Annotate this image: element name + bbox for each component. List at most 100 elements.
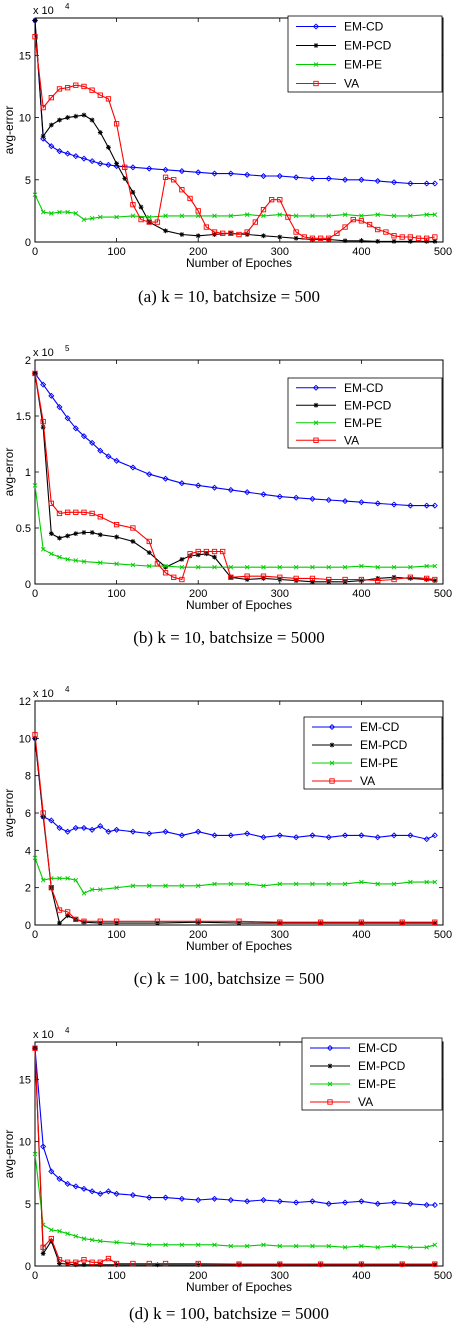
data-point	[359, 1262, 364, 1268]
x-tick-label: 400	[352, 929, 370, 941]
legend-label: EM-CD	[358, 1041, 398, 1055]
data-point	[424, 563, 429, 569]
data-point	[73, 1259, 79, 1265]
data-point	[48, 885, 54, 891]
data-point	[81, 509, 87, 515]
x-tick-label: 0	[32, 246, 38, 258]
data-point	[244, 830, 251, 837]
data-point	[375, 238, 381, 244]
y-tick-label: 12	[19, 696, 31, 708]
data-point	[146, 165, 153, 172]
data-point	[64, 509, 71, 515]
legend: EM-CD EM-PCD EM-PE VA	[301, 1037, 443, 1111]
data-point	[342, 498, 349, 505]
data-point	[293, 174, 300, 181]
data-point	[309, 1198, 316, 1205]
data-point	[32, 192, 38, 198]
chart-panel-2: 0 100 200 300 400 500 0 0.5 1 1.5 2x 10 5 Number of …	[2, 344, 452, 612]
data-point	[212, 554, 217, 560]
data-point	[374, 500, 381, 507]
data-point	[187, 195, 193, 202]
data-point	[359, 563, 364, 569]
data-point	[73, 1233, 79, 1239]
series-line	[34, 373, 435, 507]
data-point	[81, 530, 87, 535]
data-point	[342, 212, 348, 217]
data-point	[228, 574, 234, 580]
legend-box	[303, 716, 443, 790]
x-tick-label: 0	[32, 929, 38, 941]
data-point	[374, 177, 381, 185]
data-point	[80, 155, 87, 162]
data-point	[301, 234, 307, 240]
data-point	[81, 890, 87, 896]
legend-label: EM-CD	[344, 20, 384, 34]
data-point	[228, 230, 234, 236]
data-point	[325, 496, 332, 504]
data-point	[129, 164, 136, 171]
data-point	[407, 832, 414, 839]
data-point	[195, 564, 201, 570]
y-axis-label: avg-error	[2, 789, 16, 838]
series-line	[34, 194, 435, 221]
data-point	[244, 229, 250, 235]
data-point	[65, 876, 70, 881]
data-point	[424, 879, 429, 885]
data-point	[195, 482, 202, 489]
y-multiplier-label: x 10	[33, 347, 54, 359]
data-point	[40, 877, 46, 883]
data-point	[56, 1257, 63, 1263]
data-point	[399, 234, 405, 240]
data-point	[146, 1260, 152, 1267]
data-point	[313, 80, 319, 87]
y-tick-label: 1	[25, 467, 31, 479]
data-point	[57, 1261, 62, 1266]
data-point	[358, 218, 365, 224]
data-point	[146, 563, 152, 569]
data-point	[277, 574, 283, 580]
legend-label: EM-CD	[344, 381, 384, 395]
data-point	[407, 234, 414, 240]
data-point	[106, 145, 111, 150]
y-exponent-label: 4	[65, 1026, 70, 1035]
data-point	[310, 237, 315, 242]
series-va	[32, 731, 438, 925]
data-point	[277, 234, 283, 240]
data-point	[423, 180, 430, 187]
data-point	[313, 43, 319, 48]
legend-label: VA	[358, 1095, 373, 1109]
data-point	[342, 224, 348, 230]
x-tick-label: 500	[434, 246, 452, 258]
data-point	[277, 920, 283, 926]
data-point	[358, 1198, 365, 1205]
data-point	[162, 1194, 169, 1201]
data-point	[277, 197, 283, 203]
data-point	[105, 1188, 112, 1195]
data-point	[64, 828, 71, 835]
data-point	[244, 212, 250, 217]
legend-label: VA	[360, 774, 375, 788]
data-point	[89, 1237, 95, 1243]
x-axis-label: Number of Epoches	[186, 1280, 292, 1294]
data-point	[399, 1262, 405, 1268]
data-point	[97, 130, 103, 135]
data-point	[89, 887, 95, 892]
data-point	[407, 574, 414, 580]
data-point	[73, 113, 79, 119]
data-point	[81, 112, 87, 118]
data-point	[195, 1242, 201, 1248]
data-point	[326, 576, 332, 583]
data-point	[72, 1183, 79, 1190]
y-tick-label: 5	[25, 1199, 31, 1211]
data-point	[261, 1242, 266, 1248]
data-point	[56, 510, 63, 517]
data-point	[89, 1188, 96, 1195]
data-point	[129, 1192, 136, 1199]
data-point	[64, 1259, 71, 1265]
data-point	[359, 1243, 364, 1249]
data-point	[236, 1261, 242, 1267]
data-point	[64, 909, 71, 915]
data-point	[220, 548, 226, 555]
data-point	[244, 171, 251, 178]
data-point	[313, 402, 319, 408]
